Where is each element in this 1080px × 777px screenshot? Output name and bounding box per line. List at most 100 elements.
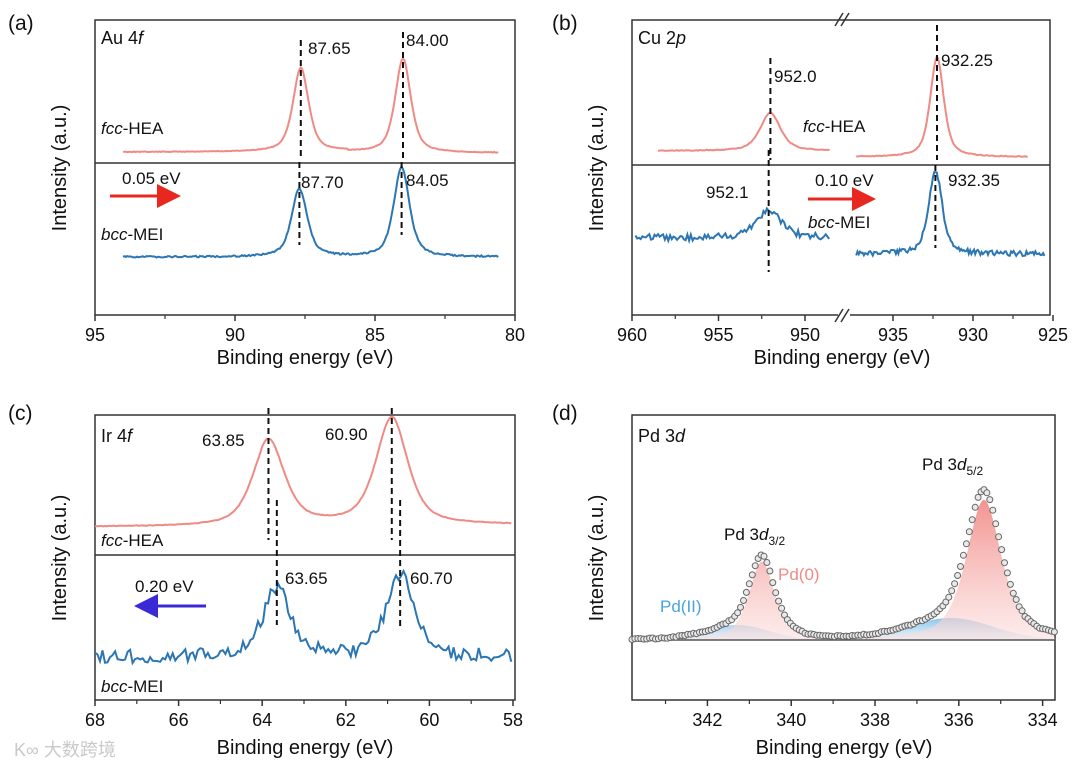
x-tick-label: 338 <box>860 710 890 730</box>
data-point <box>769 579 777 587</box>
title-b: Cu 2p <box>638 28 686 48</box>
data-point <box>948 587 956 595</box>
data-point <box>974 493 982 501</box>
series-bcc-mei-a <box>122 164 499 259</box>
data-point <box>995 533 1003 541</box>
data-point <box>763 559 771 566</box>
data-point <box>775 597 783 605</box>
peak-label-c-1: 63.85 <box>202 431 245 450</box>
x-tick-label: 68 <box>85 710 105 730</box>
peak-label-pd-3d52: Pd 3d5/2 <box>922 455 983 478</box>
peak-label-b-4: 932.35 <box>948 171 1000 190</box>
x-tick-label: 64 <box>252 710 272 730</box>
data-point <box>959 551 967 559</box>
data-point <box>986 496 994 504</box>
plot-frame-c <box>94 414 516 701</box>
plot-frame-d <box>631 414 1056 701</box>
x-tick-label: 925 <box>1038 325 1068 345</box>
data-point <box>1018 607 1026 615</box>
x-tick-label: 60 <box>419 710 439 730</box>
peak-label-b-3: 952.1 <box>706 183 749 202</box>
x-tick-label: 58 <box>503 710 523 730</box>
x-tick-label: 66 <box>169 710 189 730</box>
component-pd0-fill <box>632 499 1056 640</box>
x-tick-label: 85 <box>365 325 385 345</box>
x-tick-label: 340 <box>776 710 806 730</box>
series-bcc-mei-b-right <box>855 171 1046 258</box>
data-point <box>983 489 991 497</box>
axis-break-gap <box>838 300 850 320</box>
component-label-pd0: Pd(0) <box>778 565 820 584</box>
y-axis-label-d: Intensity (a.u.) <box>586 495 608 622</box>
y-axis-label-c: Intensity (a.u.) <box>49 495 71 622</box>
x-tick-label: 342 <box>692 710 722 730</box>
x-tick-label: 950 <box>790 325 820 345</box>
peak-label-c-2: 60.90 <box>325 425 368 444</box>
component-label-pd2: Pd(II) <box>660 597 702 616</box>
x-tick-label: 336 <box>944 710 974 730</box>
data-point <box>1012 596 1020 603</box>
y-axis-label-a: Intensity (a.u.) <box>49 105 71 232</box>
data-point <box>962 540 970 548</box>
data-point <box>1009 589 1017 597</box>
peak-label-c-3: 63.65 <box>285 569 328 588</box>
peak-label-b-2: 932.25 <box>941 51 993 70</box>
peak-label-a-4: 84.05 <box>406 171 449 190</box>
sample-label-fcc-a: fcc-HEA <box>101 119 164 138</box>
data-point <box>951 580 959 588</box>
data-point <box>1003 569 1011 577</box>
data-point <box>945 593 953 601</box>
data-point <box>772 589 780 597</box>
sample-label-fcc-c: fcc-HEA <box>101 531 164 550</box>
data-point <box>742 588 750 596</box>
series-fcc-hea-b-right <box>856 54 1028 158</box>
title-c: Ir 4f <box>101 426 134 446</box>
data-point <box>778 604 786 612</box>
x-tick-label: 930 <box>958 325 988 345</box>
shift-label-a: 0.05 eV <box>122 169 181 188</box>
data-point <box>968 516 976 524</box>
data-point <box>957 563 964 570</box>
panel-label-c: (c) <box>8 402 33 425</box>
peak-label-pd-3d32: Pd 3d3/2 <box>724 525 785 548</box>
x-tick-label: 955 <box>703 325 733 345</box>
data-point <box>954 572 962 579</box>
title-a: Au 4f <box>101 28 145 48</box>
title-d: Pd 3d <box>638 426 686 446</box>
peak-label-a-1: 87.65 <box>308 39 351 58</box>
series-fcc-hea-c <box>94 415 512 528</box>
shift-label-c: 0.20 eV <box>135 577 194 596</box>
peak-label-a-3: 87.70 <box>301 173 344 192</box>
peak-label-a-2: 84.00 <box>406 31 449 50</box>
x-axis-label-c: Binding energy (eV) <box>217 737 394 759</box>
data-point <box>1001 559 1008 567</box>
x-tick-label: 62 <box>336 710 356 730</box>
data-point <box>992 520 1000 528</box>
data-point <box>760 552 768 560</box>
series-bcc-mei-b-left <box>634 206 831 245</box>
sample-label-fcc-b: fcc-HEA <box>803 117 866 136</box>
data-point <box>734 609 742 617</box>
series-bcc-mei-c <box>94 568 513 666</box>
data-point <box>737 603 744 611</box>
shift-label-b: 0.10 eV <box>815 171 874 190</box>
x-tick-label: 334 <box>1028 710 1058 730</box>
sample-label-bcc-b: bcc-MEI <box>808 213 870 232</box>
sample-label-bcc-a: bcc-MEI <box>101 225 163 244</box>
x-axis-label-d: Binding energy (eV) <box>756 737 933 759</box>
data-point <box>745 580 753 588</box>
x-axis-label-b: Binding energy (eV) <box>754 347 931 369</box>
x-tick-label: 80 <box>505 325 525 345</box>
peak-label-c-4: 60.70 <box>410 569 453 588</box>
x-tick-label: 935 <box>878 325 908 345</box>
data-point <box>998 546 1006 554</box>
x-tick-label: 90 <box>225 325 245 345</box>
data-point <box>766 567 774 575</box>
peak-label-b-1: 952.0 <box>774 67 817 86</box>
sample-label-bcc-c: bcc-MEI <box>101 677 163 696</box>
data-point <box>971 503 979 511</box>
watermark-logo: K∞ 大数跨境 <box>14 740 116 760</box>
panel-label-a: (a) <box>8 12 34 35</box>
data-point <box>1050 628 1058 636</box>
